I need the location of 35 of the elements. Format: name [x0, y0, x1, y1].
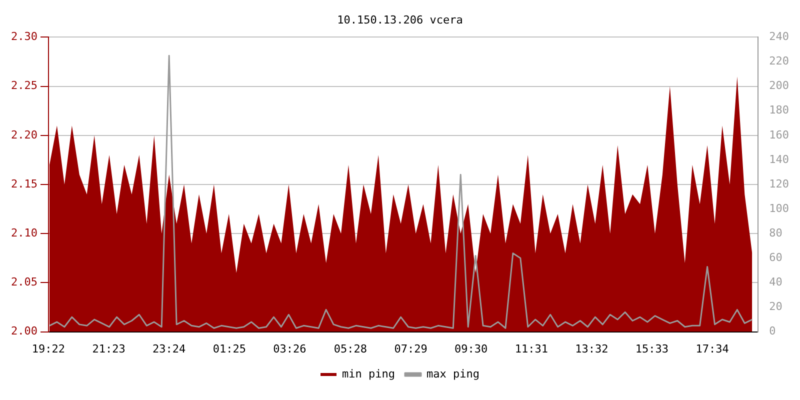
x-tick-label: 09:30: [454, 342, 488, 356]
x-tick-label: 11:31: [514, 342, 548, 356]
y2-tick-label: 0: [769, 324, 776, 338]
x-tick-label: 05:28: [334, 342, 368, 356]
y2-tick-label: 220: [769, 54, 790, 68]
y-tick-label: 2.05: [10, 276, 38, 289]
y2-tick-label: 40: [769, 276, 782, 289]
y-tick-label: 2.20: [10, 128, 38, 142]
y-tick-label: 2.00: [10, 324, 38, 338]
y2-tick-label: 100: [769, 202, 790, 215]
y-tick-label: 2.10: [10, 226, 38, 240]
legend-label: min ping: [342, 367, 396, 380]
y2-tick-label: 80: [769, 226, 782, 240]
x-tick-label: 03:26: [273, 342, 306, 356]
y-tick-label: 2.15: [10, 177, 38, 190]
y2-tick-label: 20: [769, 300, 782, 314]
y2-tick-label: 180: [769, 104, 790, 117]
x-tick-label: 19:22: [32, 342, 66, 356]
y2-tick-label: 140: [769, 152, 790, 166]
y2-tick-label: 160: [769, 128, 790, 142]
x-tick-label: 21:23: [92, 342, 126, 356]
y2-tick-label: 200: [769, 79, 790, 92]
x-tick-label: 23:24: [152, 342, 186, 356]
y2-tick-label: 240: [769, 30, 790, 44]
x-tick-label: 13:32: [575, 342, 608, 356]
x-tick-label: 01:25: [212, 342, 246, 356]
x-tick-label: 17:34: [696, 342, 730, 356]
y2-tick-label: 120: [769, 177, 790, 190]
x-tick-label: 15:33: [635, 342, 669, 356]
y-tick-label: 2.30: [10, 30, 38, 44]
y2-tick-label: 60: [769, 251, 782, 264]
y-tick-label: 2.25: [10, 79, 38, 92]
legend-label: max ping: [426, 367, 480, 380]
chart-title: 10.150.13.206 vcera: [337, 13, 463, 26]
x-tick-label: 07:29: [394, 342, 428, 356]
